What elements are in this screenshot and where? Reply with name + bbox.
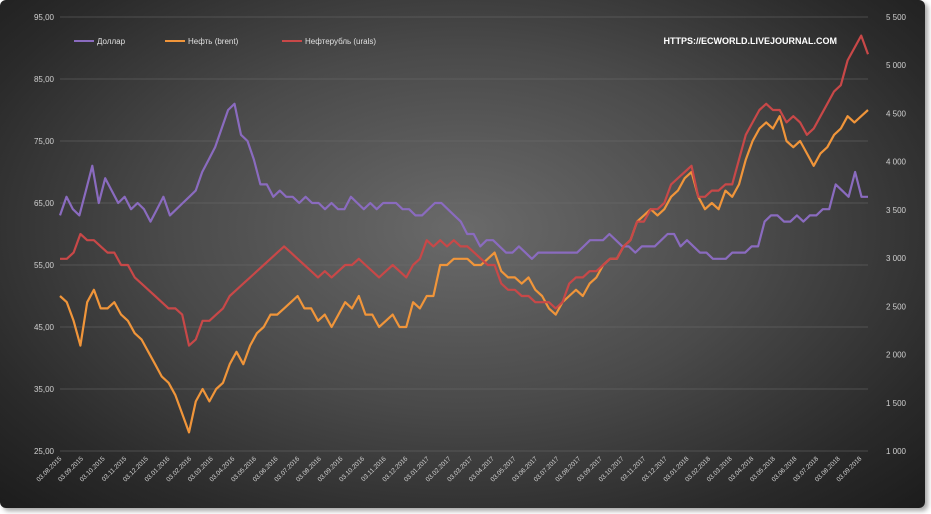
right-tick-label: 5 500	[886, 13, 907, 22]
series-line-1	[58, 102, 868, 260]
series-line-3	[60, 34, 870, 347]
left-tick-label: 75,00	[34, 137, 55, 146]
series-line-2	[59, 109, 869, 434]
left-tick-label: 85,00	[34, 75, 55, 84]
right-tick-label: 4 000	[886, 158, 907, 167]
watermark-url: HTTPS://ECWORLD.LIVEJOURNAL.COM	[664, 36, 838, 46]
left-tick-label: 35,00	[34, 385, 55, 394]
left-tick-label: 65,00	[34, 199, 55, 208]
legend: Доллар Нефть (brent) Нефтерубль (urals)	[74, 37, 376, 46]
left-tick-label: 55,00	[34, 261, 55, 270]
right-tick-label: 2 500	[886, 302, 907, 311]
left-tick-label: 25,00	[34, 447, 55, 456]
grid-lines	[60, 16, 868, 452]
left-axis-ticks: 25,00 35,00 45,00 55,00 65,00 75,00 85,00 95,00	[34, 13, 55, 456]
left-tick-label: 45,00	[34, 323, 55, 332]
right-tick-label: 5 000	[886, 61, 907, 70]
series-lines	[58, 34, 870, 434]
legend-label: Нефть (brent)	[188, 37, 239, 46]
right-tick-label: 1 500	[886, 399, 907, 408]
legend-label: Доллар	[97, 37, 126, 46]
right-tick-label: 1 000	[886, 447, 907, 456]
legend-label: Нефтерубль (urals)	[305, 37, 376, 46]
right-tick-label: 3 500	[886, 206, 907, 215]
left-tick-label: 95,00	[34, 13, 55, 22]
right-tick-label: 3 000	[886, 254, 907, 263]
right-axis-ticks: 1 000 1 500 2 000 2 500 3 000 3 500 4 000 4 500…	[886, 13, 907, 456]
x-axis-ticks: 03.08.201503.09.201503.10.201503.11.2015…	[35, 455, 863, 483]
right-tick-label: 4 500	[886, 109, 907, 118]
right-tick-label: 2 000	[886, 351, 907, 360]
